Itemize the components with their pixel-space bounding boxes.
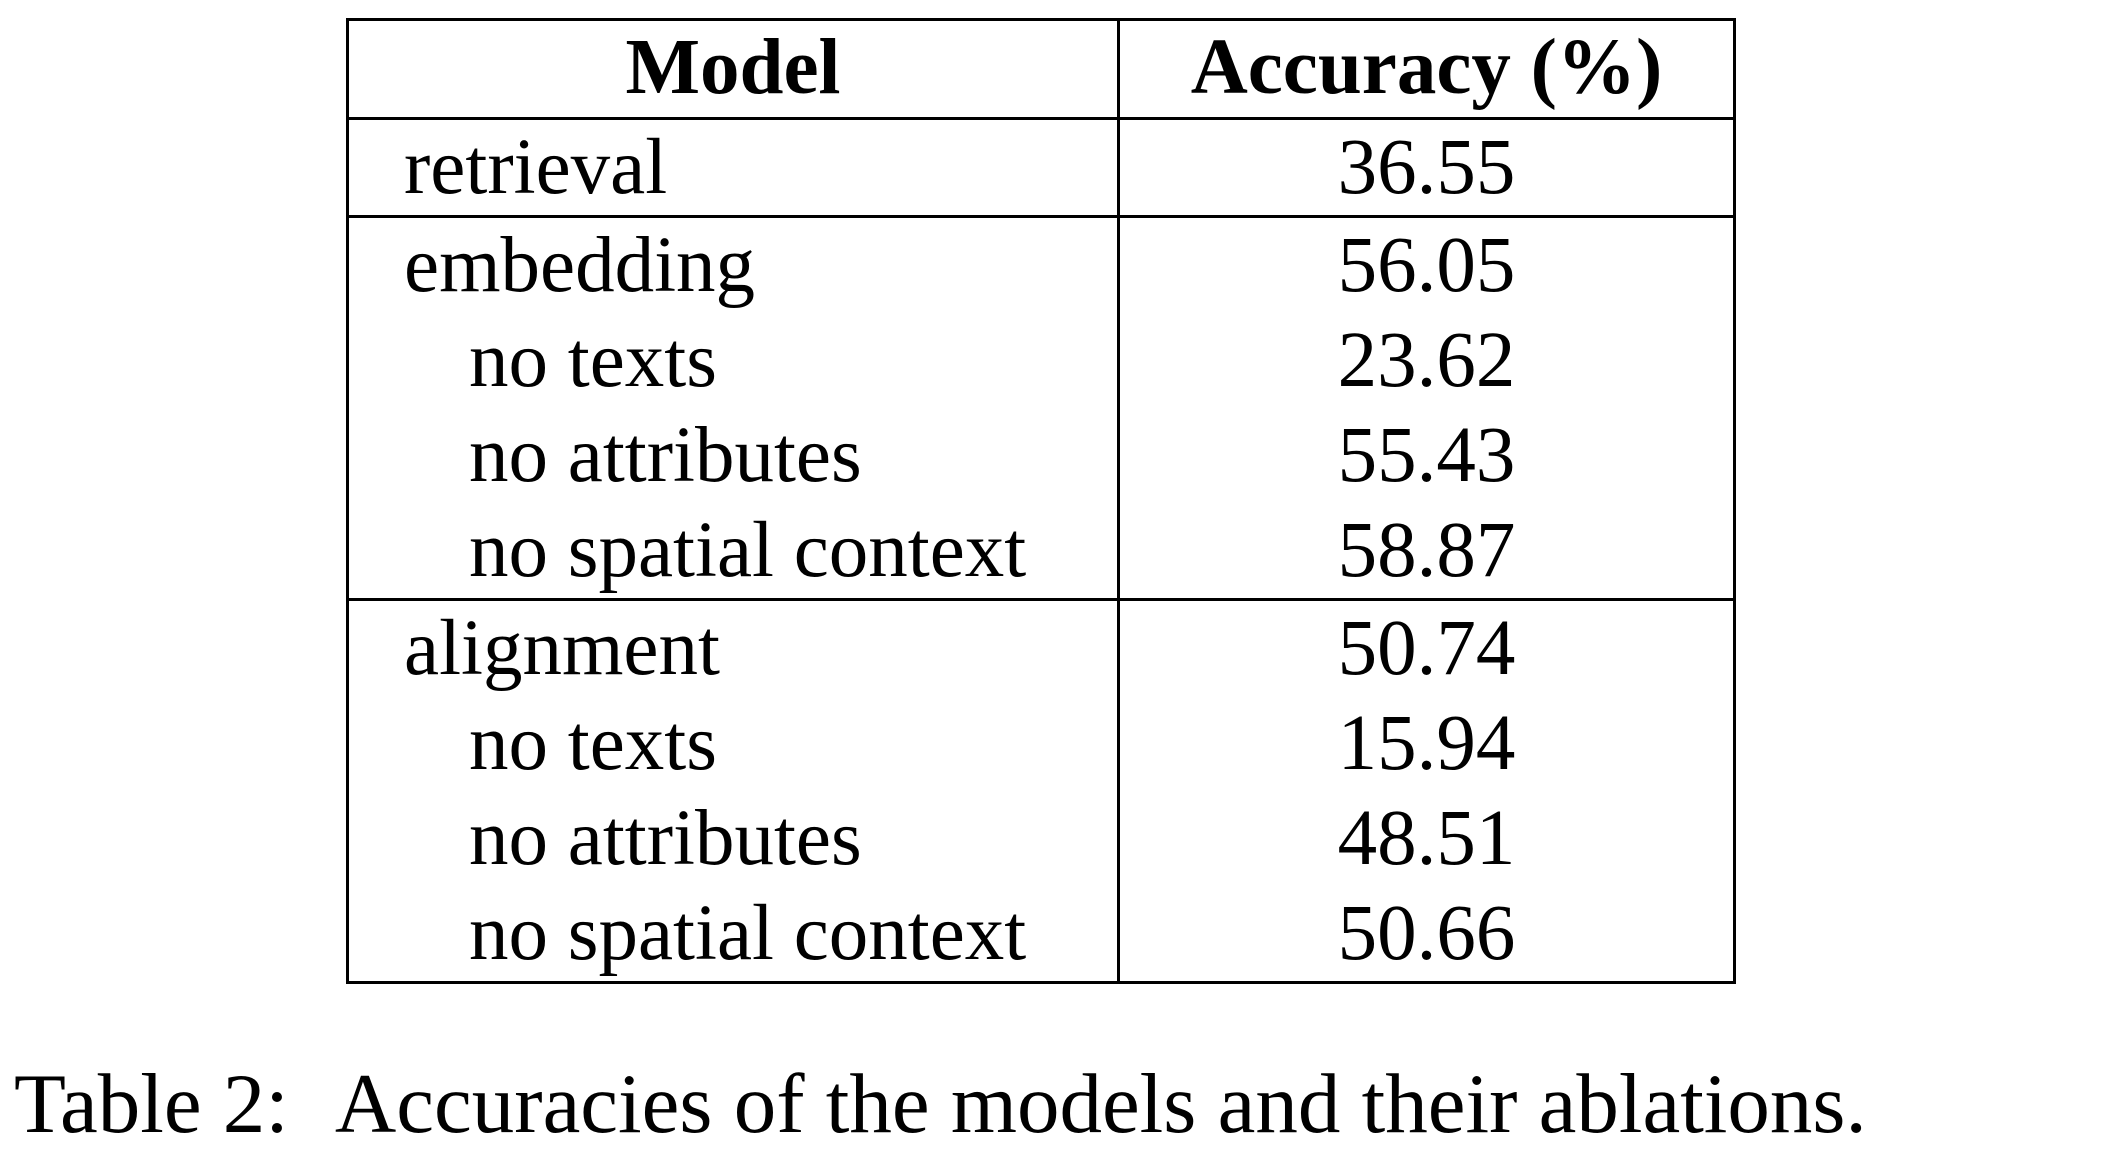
table-row: embedding 56.05: [346, 215, 1736, 313]
header-accuracy: Accuracy (%): [1117, 18, 1736, 120]
accuracy-cell: 55.43: [1117, 408, 1736, 503]
header-model: Model: [346, 18, 1120, 120]
table-row: retrieval 36.55: [346, 117, 1736, 217]
accuracy-cell: 48.51: [1117, 791, 1736, 886]
model-cell: no texts: [346, 696, 1120, 791]
table-row: no texts 15.94: [346, 696, 1736, 791]
accuracy-cell: 50.66: [1117, 886, 1736, 984]
model-cell: no attributes: [346, 791, 1120, 886]
table-row: no attributes 48.51: [346, 791, 1736, 886]
model-cell: no spatial context: [346, 886, 1120, 984]
table-row: no attributes 55.43: [346, 408, 1736, 503]
results-table-container: Model Accuracy (%) retrieval 36.55 embed…: [346, 18, 1736, 984]
caption-label: Table 2:: [14, 1057, 289, 1151]
table-row: no spatial context 50.66: [346, 886, 1736, 984]
caption-text: Accuracies of the models and their ablat…: [334, 1057, 1867, 1151]
accuracy-cell: 15.94: [1117, 696, 1736, 791]
model-cell: no attributes: [346, 408, 1120, 503]
model-cell: retrieval: [346, 117, 1120, 217]
table-row: no spatial context 58.87: [346, 503, 1736, 600]
accuracy-cell: 36.55: [1117, 117, 1736, 217]
accuracy-cell: 56.05: [1117, 215, 1736, 313]
table-row: no texts 23.62: [346, 313, 1736, 408]
model-cell: no texts: [346, 313, 1120, 408]
accuracy-table: Model Accuracy (%) retrieval 36.55 embed…: [346, 18, 1736, 984]
accuracy-cell: 50.74: [1117, 598, 1736, 696]
table-row: alignment 50.74: [346, 598, 1736, 696]
accuracy-cell: 23.62: [1117, 313, 1736, 408]
table-caption: Table 2: Accuracies of the models and the…: [14, 1062, 1867, 1147]
model-cell: alignment: [346, 598, 1120, 696]
model-cell: embedding: [346, 215, 1120, 313]
table-header-row: Model Accuracy (%): [346, 18, 1736, 120]
model-cell: no spatial context: [346, 503, 1120, 600]
accuracy-cell: 58.87: [1117, 503, 1736, 600]
